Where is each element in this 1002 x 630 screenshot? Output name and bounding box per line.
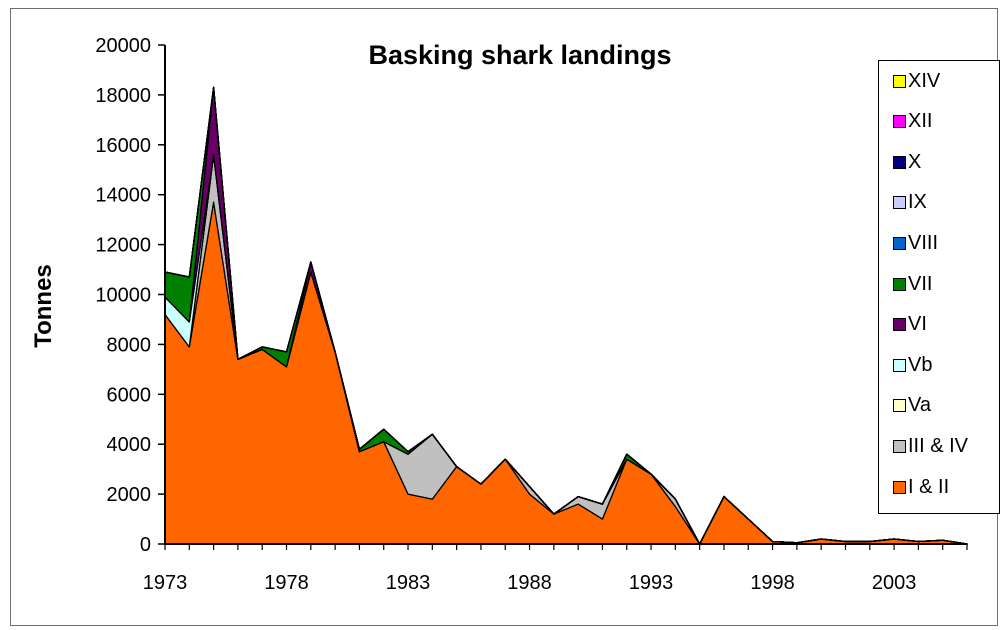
x-tick-label: 1998: [750, 572, 795, 594]
legend-swatch: [893, 358, 906, 372]
legend-label: VIII: [908, 231, 939, 254]
legend-item-vi: VI: [893, 313, 927, 337]
legend-label: Va: [908, 394, 931, 417]
x-tick-label: 1988: [507, 572, 552, 594]
y-tick-label: 18000: [95, 85, 151, 107]
legend-item-x: X: [893, 150, 921, 174]
legend-swatch: [893, 480, 906, 494]
y-axis-label: Tonnes: [30, 264, 57, 348]
legend-item-vii: VII: [893, 272, 932, 296]
y-tick-label: 6000: [107, 384, 152, 406]
legend: XIV XII X IX VIII VII VI Vb Va III & IV I & II: [878, 60, 1000, 514]
chart-title: Basking shark landings: [368, 40, 672, 70]
x-axis-ticks: 1973 1978 1983 1988 1993 1998 2003: [143, 544, 968, 594]
legend-item-viii: VIII: [893, 231, 938, 255]
legend-item-i-and-ii: I & II: [893, 475, 949, 499]
legend-label: X: [908, 150, 922, 173]
legend-label: IX: [908, 191, 927, 214]
legend-item-iii-and-iv: III & IV: [893, 434, 968, 458]
legend-label: VI: [908, 313, 927, 336]
x-tick-label: 1978: [264, 572, 309, 594]
legend-swatch: [893, 236, 906, 250]
x-tick-label: 1993: [629, 572, 674, 594]
y-tick-label: 4000: [107, 434, 152, 456]
legend-label: XII: [908, 110, 933, 133]
legend-label: III & IV: [908, 434, 969, 457]
legend-swatch: [893, 318, 906, 332]
legend-label: I & II: [908, 475, 950, 498]
x-tick-label: 1973: [143, 572, 188, 594]
legend-swatch: [893, 277, 906, 291]
y-tick-label: 12000: [95, 235, 151, 257]
x-tick-label: 2003: [872, 572, 917, 594]
legend-label: XIV: [908, 69, 941, 92]
area-layers: [164, 86, 968, 545]
y-tick-label: 8000: [107, 334, 152, 356]
legend-label: VII: [908, 272, 933, 295]
legend-item-ix: IX: [893, 191, 927, 215]
legend-item-xiv: XIV: [893, 69, 940, 93]
legend-item-va: Va: [893, 394, 931, 418]
y-tick-label: 2000: [107, 484, 152, 506]
legend-swatch: [893, 155, 906, 169]
y-tick-label: 0: [140, 534, 151, 556]
legend-swatch: [893, 115, 906, 129]
legend-swatch: [893, 439, 906, 453]
legend-label: Vb: [908, 353, 933, 376]
y-tick-label: 10000: [95, 285, 151, 307]
legend-item-vb: Vb: [893, 353, 932, 377]
x-tick-label: 1983: [386, 572, 431, 594]
area-i-and-ii: [164, 201, 968, 545]
y-tick-label: 20000: [95, 35, 151, 57]
y-axis-ticks: 0 2000 4000 6000 8000 10000 12000 14000 16000 180…: [95, 35, 165, 556]
legend-swatch: [893, 196, 906, 210]
legend-swatch: [893, 399, 906, 413]
y-tick-label: 14000: [95, 185, 151, 207]
legend-item-xii: XII: [893, 110, 932, 134]
legend-swatch: [893, 74, 906, 88]
y-tick-label: 16000: [95, 135, 151, 157]
